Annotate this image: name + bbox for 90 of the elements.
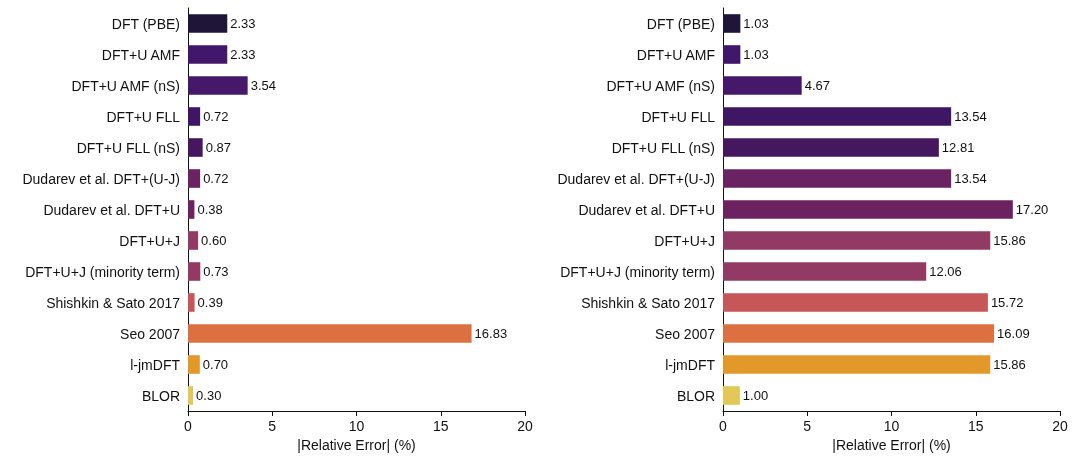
bar <box>723 45 741 64</box>
data-label: 1.03 <box>743 47 769 62</box>
y-tick-label: Shishkin & Sato 2017 <box>46 294 181 311</box>
x-tick-label: 15 <box>967 418 984 434</box>
data-label: 15.86 <box>993 357 1026 372</box>
bar <box>188 169 201 188</box>
bar <box>723 76 802 95</box>
bar <box>188 14 228 33</box>
data-label: 0.70 <box>202 357 229 372</box>
y-tick-label: BLOR <box>141 387 180 404</box>
y-tick-label: Seo 2007 <box>655 325 716 342</box>
bar <box>188 262 201 281</box>
bar <box>723 138 939 157</box>
data-label: 12.81 <box>941 140 975 155</box>
y-tick-label: DFT (PBE) <box>646 15 715 32</box>
y-tick-label: DFT+U AMF <box>101 46 180 63</box>
bar <box>188 386 194 405</box>
y-tick-label: Shishkin & Sato 2017 <box>581 294 716 311</box>
data-label: 13.54 <box>954 171 987 186</box>
data-label: 1.00 <box>742 388 769 403</box>
y-tick-label: DFT+U FLL (nS) <box>76 139 180 156</box>
data-label: 16.83 <box>474 326 508 341</box>
x-axis-title: |Relative Error| (%) <box>297 436 416 453</box>
bar <box>188 200 195 219</box>
x-tick-label: 0 <box>184 418 193 434</box>
y-tick-label: Dudarev et al. DFT+U <box>578 201 715 218</box>
bar <box>723 324 995 343</box>
x-tick-label: 20 <box>1052 418 1068 434</box>
x-tick-label: 15 <box>432 418 449 434</box>
bar <box>188 231 199 250</box>
bar <box>188 324 472 343</box>
data-label: 0.72 <box>203 109 229 124</box>
bar <box>188 355 200 374</box>
x-axis-title: |Relative Error| (%) <box>832 436 951 453</box>
bar <box>723 262 927 281</box>
y-tick-label: DFT+U FLL <box>641 108 716 125</box>
y-tick-label: DFT+U+J (minority term) <box>25 263 180 280</box>
x-tick-label: 5 <box>803 418 812 434</box>
y-tick-label: l-jmDFT <box>665 356 716 373</box>
data-label: 0.30 <box>196 388 222 403</box>
data-label: 13.54 <box>954 109 987 124</box>
y-tick-label: Dudarev et al. DFT+U <box>43 201 180 218</box>
y-tick-label: l-jmDFT <box>130 356 181 373</box>
data-label: 3.54 <box>250 78 276 93</box>
bar <box>723 14 741 33</box>
x-tick-label: 5 <box>268 418 277 434</box>
bar <box>188 293 195 312</box>
y-tick-label: Dudarev et al. DFT+(U-J) <box>22 170 180 187</box>
bar <box>723 107 952 126</box>
bar <box>188 107 201 126</box>
y-tick-label: DFT+U FLL (nS) <box>611 139 715 156</box>
bar <box>723 293 988 312</box>
data-label: 0.60 <box>201 233 227 248</box>
data-label: 2.33 <box>230 47 256 62</box>
bar <box>723 200 1013 219</box>
y-tick-label: DFT+U+J (minority term) <box>560 263 715 280</box>
y-tick-label: BLOR <box>676 387 715 404</box>
x-tick-label: 20 <box>517 418 533 434</box>
data-label: 15.72 <box>990 295 1024 310</box>
data-label: 4.67 <box>804 78 830 93</box>
data-label: 12.06 <box>929 264 962 279</box>
bar <box>723 169 952 188</box>
y-tick-label: DFT+U AMF <box>636 46 715 63</box>
y-tick-label: DFT+U FLL <box>106 108 181 125</box>
data-label: 0.38 <box>197 202 223 217</box>
y-tick-label: DFT+U+J <box>119 232 180 249</box>
data-label: 16.09 <box>997 326 1030 341</box>
bar <box>188 45 228 64</box>
data-label: 1.03 <box>743 16 769 31</box>
bar <box>723 386 740 405</box>
data-label: 0.39 <box>197 295 223 310</box>
y-tick-label: DFT (PBE) <box>111 15 180 32</box>
bar <box>188 76 248 95</box>
bar <box>723 355 991 374</box>
x-tick-label: 10 <box>883 418 900 434</box>
bar <box>188 138 203 157</box>
data-label: 15.86 <box>993 233 1026 248</box>
x-tick-label: 0 <box>719 418 728 434</box>
y-tick-label: DFT+U+J <box>654 232 715 249</box>
y-tick-label: Seo 2007 <box>120 325 181 342</box>
bar <box>723 231 991 250</box>
data-label: 0.87 <box>205 140 231 155</box>
data-label: 17.20 <box>1015 202 1049 217</box>
y-tick-label: DFT+U AMF (nS) <box>606 77 715 94</box>
data-label: 0.73 <box>203 264 229 279</box>
x-tick-label: 10 <box>348 418 365 434</box>
y-tick-label: DFT+U AMF (nS) <box>71 77 180 94</box>
data-label: 0.72 <box>203 171 229 186</box>
y-tick-label: Dudarev et al. DFT+(U-J) <box>557 170 715 187</box>
data-label: 2.33 <box>230 16 256 31</box>
